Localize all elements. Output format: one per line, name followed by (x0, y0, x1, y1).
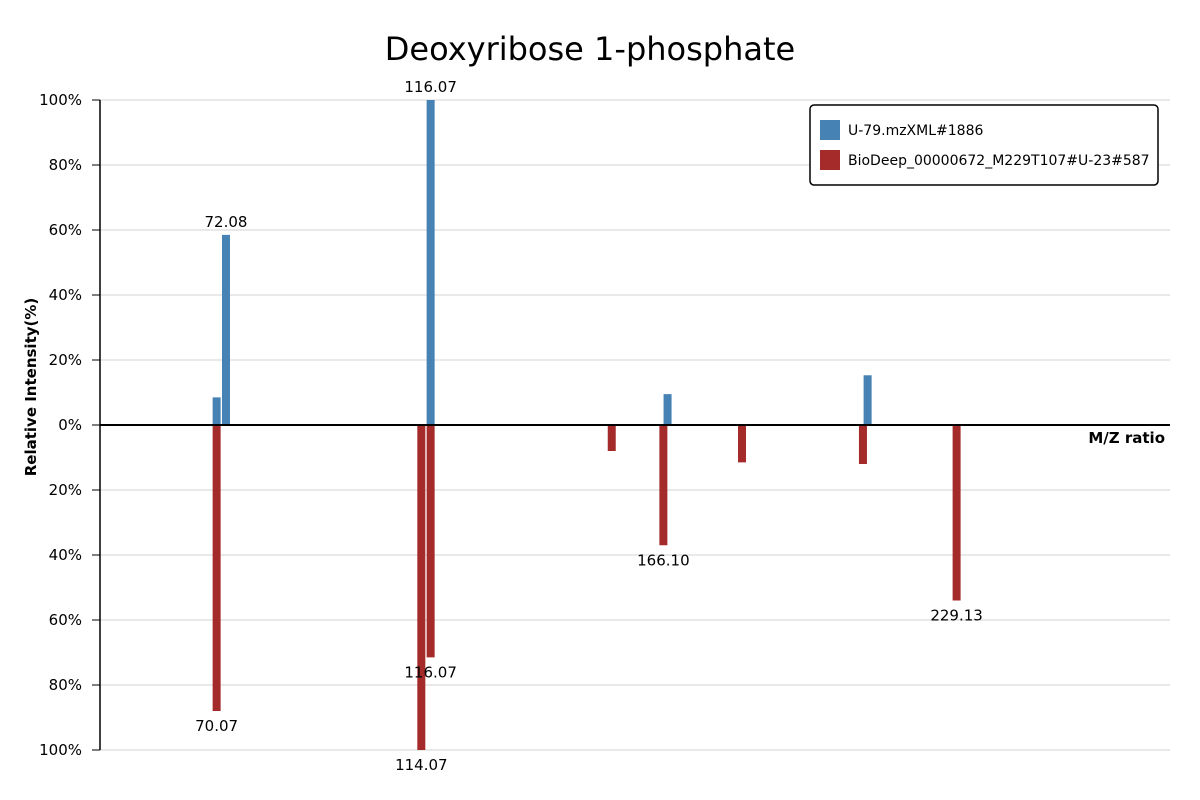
query-peak-bar (863, 375, 872, 425)
peak-label: 229.13 (930, 607, 983, 625)
peak-label: 72.08 (205, 213, 248, 231)
bars (212, 100, 961, 750)
reference-peak-bar (738, 425, 746, 463)
y-tick-label: 60% (49, 611, 82, 629)
reference-peak-bar (952, 425, 961, 601)
peak-label: 114.07 (395, 756, 448, 774)
reference-peak-bar (426, 425, 435, 658)
y-tick-label: 80% (49, 676, 82, 694)
legend-swatch (820, 150, 840, 170)
legend-box (809, 104, 1159, 186)
legend-label: BioDeep_00000672_M229T107#U-23#587 (848, 153, 1150, 169)
query-peak-bar (221, 234, 230, 425)
y-axis-label: Relative Intensity(%) (22, 298, 40, 477)
reference-peak-bar (417, 425, 426, 750)
y-tick-labels: 0% 20% 20% 40% 40% 60% 60% 80% 80% 100% 100% (39, 91, 82, 759)
y-tick-label: 80% (49, 156, 82, 174)
x-axis-label: M/Z ratio (1088, 429, 1165, 447)
y-tick-label: 20% (49, 351, 82, 369)
peak-label: 70.07 (195, 717, 238, 735)
chart-title: Deoxyribose 1-phosphate (385, 30, 795, 68)
peak-label: 116.07 (404, 78, 457, 96)
y-tick-label: 100% (39, 91, 82, 109)
query-peak-bar (212, 397, 221, 425)
reference-peak-bar (858, 425, 867, 464)
legend-swatch (820, 120, 840, 140)
reference-peak-bar (212, 425, 221, 711)
peak-label: 166.10 (637, 551, 690, 569)
query-peak-bar (426, 100, 435, 425)
peak-label: 116.07 (404, 663, 457, 681)
y-tick-label: 60% (49, 221, 82, 239)
y-tick-label: 20% (49, 481, 82, 499)
y-tick-label: 40% (49, 286, 82, 304)
y-tick-label: 100% (39, 741, 82, 759)
peak-labels: 72.08 116.07 70.07 114.07 116.07 166.10 229.13 (195, 78, 983, 774)
y-tick-label: 40% (49, 546, 82, 564)
legend-label: U-79.mzXML#1886 (848, 123, 983, 139)
reference-peak-bar (607, 425, 616, 451)
query-peak-bar (663, 394, 672, 425)
legend: U-79.mzXML#1886 BioDeep_00000672_M229T107… (809, 104, 1159, 186)
reference-peak-bar (659, 425, 668, 546)
axes (99, 100, 1170, 750)
y-tick-label: 0% (58, 416, 82, 434)
grid-lines (92, 99, 1170, 751)
